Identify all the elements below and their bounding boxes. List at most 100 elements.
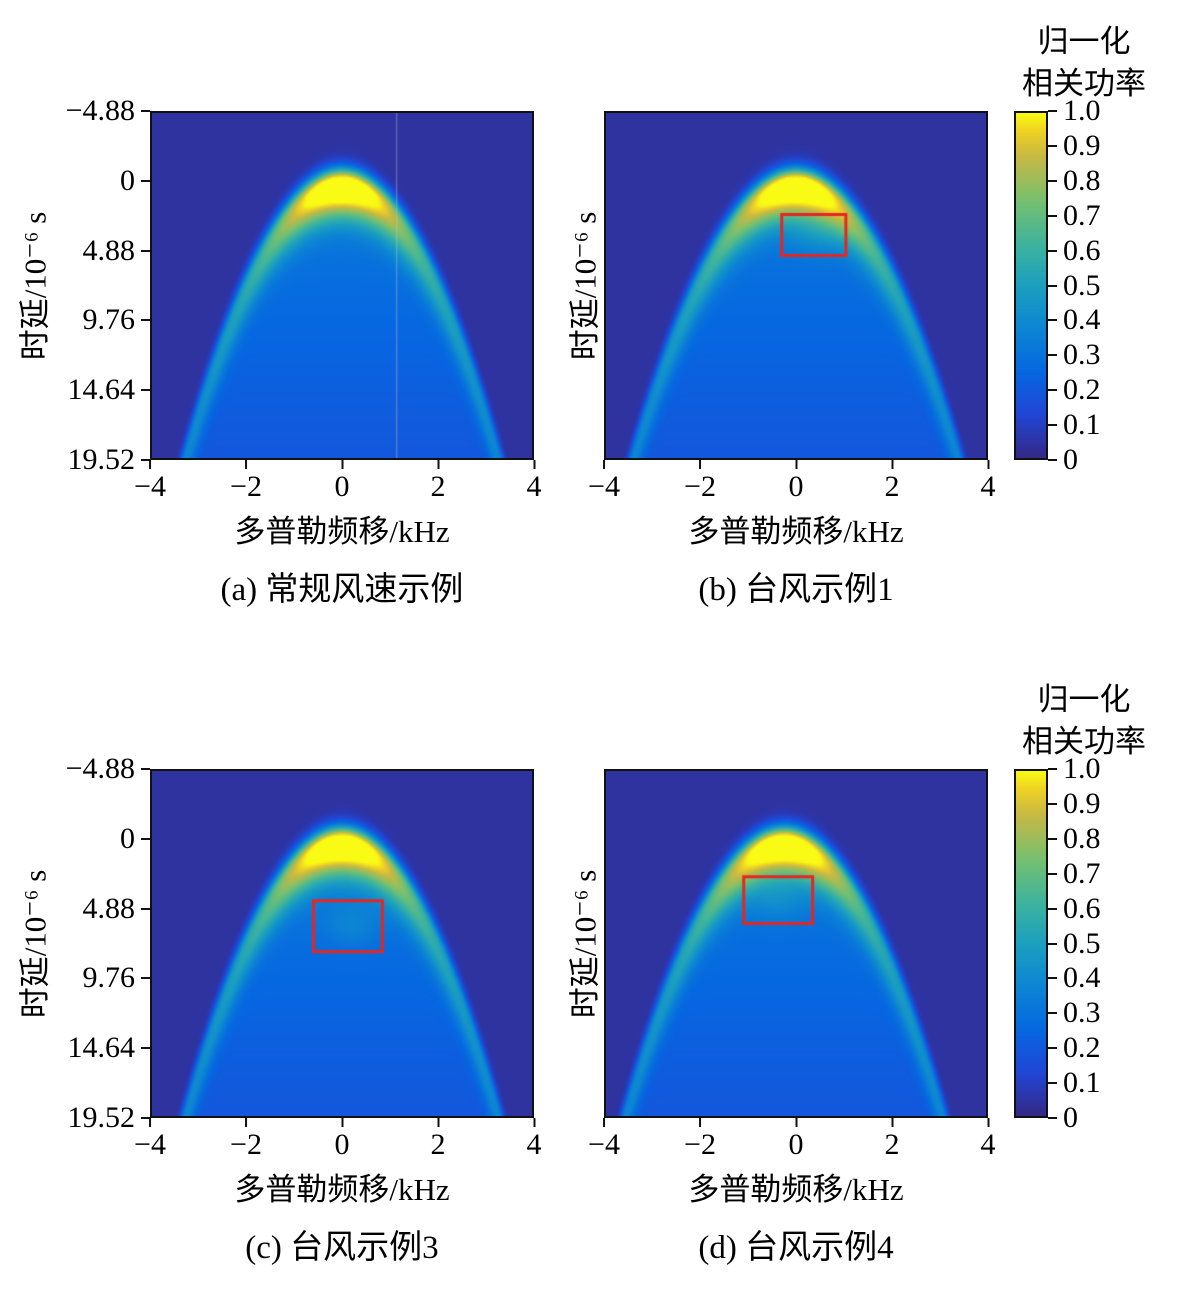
colorbar-group-1: 归一化 相关功率 1.0 0.9 0.8 0.7 0.6 0.5 0.4 0.3 0.2 0.1 0 (1014, 6, 1154, 475)
colorbar-ticks-2: 1.0 0.9 0.8 0.7 0.6 0.5 0.4 0.3 0.2 0.1 0 (1048, 754, 1134, 1133)
colorbar-title-line1: 归一化 (1037, 24, 1131, 60)
y-axis-ticks-a: −4.88 0 4.88 9.76 14.64 19.52 (54, 96, 150, 475)
colorbar-2 (1014, 769, 1048, 1118)
cy-tick-mark (1048, 179, 1057, 182)
x-tick-label: −4 (134, 1128, 166, 1161)
panel-a: 时延/10⁻⁶ s −4.88 0 4.88 9.76 14.64 19.52 −4 −2 0… (10, 6, 542, 610)
y-tick-label: −4.88 (65, 752, 135, 785)
x-tick-0: 0 (789, 460, 804, 503)
colorbar-title-line1: 归一化 (1037, 682, 1131, 718)
heatmap-canvas-b (606, 113, 986, 458)
cy-tick-0.3: 0.3 (1048, 340, 1101, 370)
x-tick-label: 0 (788, 1128, 804, 1161)
y-tick-mark (141, 459, 150, 461)
x-tick-label: −2 (230, 470, 262, 503)
x-tick-−2: −2 (684, 460, 716, 503)
cy-tick-0.4: 0.4 (1048, 305, 1101, 335)
y-tick-label: 4.88 (82, 233, 136, 267)
x-tick-label: −2 (230, 1128, 262, 1161)
x-tick-2: 2 (431, 460, 446, 503)
y-axis-label-col-b: 时延/10⁻⁶ s (560, 111, 604, 460)
panel-c: 时延/10⁻⁶ s −4.88 0 4.88 9.76 14.64 19.52 −4 −2 0… (10, 664, 542, 1268)
colorbar-title-line2: 相关功率 (1022, 66, 1146, 102)
y-axis-label: 时延/10⁻⁶ s (567, 211, 603, 360)
cy-tick-mark (1048, 249, 1057, 252)
x-axis-label-a: 多普勒频移/kHz (234, 514, 450, 549)
y-tick-14.64: 14.64 (68, 1033, 150, 1063)
cy-tick-0.3: 0.3 (1048, 998, 1101, 1028)
x-tick-label: −2 (684, 1128, 716, 1161)
x-tick-mark (698, 460, 701, 469)
x-tick-label: 4 (526, 1128, 542, 1161)
cy-tick-label: 0.3 (1063, 996, 1101, 1030)
cy-tick-label: 0.9 (1063, 128, 1101, 162)
x-tick-mark (602, 1118, 605, 1127)
cy-tick-0: 0 (1048, 445, 1078, 475)
cy-tick-label: 0.1 (1063, 1066, 1101, 1100)
y-tick-mark (141, 319, 150, 322)
cy-tick-label: 0.7 (1063, 198, 1101, 232)
y-tick-0: 0 (120, 823, 150, 854)
x-tick-0: 0 (335, 460, 350, 503)
x-tick-mark (795, 460, 797, 469)
cy-tick-mark (1048, 768, 1057, 770)
cy-tick-0.6: 0.6 (1048, 891, 1101, 925)
x-axis-label-d: 多普勒频移/kHz (688, 1172, 904, 1207)
y-tick-label: 19.52 (67, 443, 136, 476)
cy-tick-label: 0.4 (1063, 961, 1101, 995)
colorbar-group-2: 归一化 相关功率 1.0 0.9 0.8 0.7 0.6 0.5 0.4 0.3 0.2 0.1 0 (1014, 664, 1154, 1133)
cy-tick-mark (1048, 389, 1057, 392)
cy-tick-mark (1048, 907, 1057, 910)
cy-tick-mark (1048, 354, 1057, 357)
cy-tick-label: 0.8 (1063, 163, 1101, 197)
figure-row-1: 时延/10⁻⁶ s −4.88 0 4.88 9.76 14.64 19.52 −4 −2 0… (10, 6, 1181, 610)
y-tick-14.64: 14.64 (68, 375, 150, 405)
cy-tick-0.5: 0.5 (1048, 928, 1101, 959)
cy-tick-mark (1048, 144, 1057, 147)
y-tick-4.88: 4.88 (83, 893, 150, 924)
x-tick-mark (533, 460, 535, 469)
cy-tick-mark (1048, 110, 1057, 112)
y-axis-label-col-d: 时延/10⁻⁶ s (560, 769, 604, 1118)
x-tick-4: 4 (527, 460, 542, 503)
cy-tick-0.7: 0.7 (1048, 198, 1101, 232)
x-tick-label: 2 (884, 470, 900, 503)
cy-tick-label: 0.1 (1063, 408, 1101, 442)
x-tick-label: 0 (334, 470, 350, 503)
cy-tick-mark (1048, 1117, 1057, 1119)
cy-tick-0.9: 0.9 (1048, 788, 1101, 819)
cy-tick-label: 0.6 (1063, 891, 1101, 925)
cy-tick-0.1: 0.1 (1048, 1068, 1101, 1098)
heatmap-plot-c (150, 769, 534, 1118)
cy-tick-0.8: 0.8 (1048, 821, 1101, 855)
y-tick-label: 0 (120, 163, 135, 197)
x-tick-mark (148, 1118, 151, 1127)
x-tick-4: 4 (527, 1118, 542, 1161)
cy-tick-label: 0.8 (1063, 821, 1101, 855)
x-tick-−4: −4 (134, 1118, 166, 1161)
x-tick-label: −4 (588, 470, 620, 503)
x-tick-mark (341, 460, 343, 469)
cy-tick-mark (1048, 459, 1057, 461)
cy-tick-0.4: 0.4 (1048, 963, 1101, 993)
x-tick-mark (244, 460, 247, 469)
y-tick-mark (141, 179, 150, 182)
caption-c: (c) 台风示例3 (245, 1230, 439, 1266)
x-tick-mark (533, 1118, 535, 1127)
colorbar-1 (1014, 111, 1048, 460)
heatmap-canvas-a (152, 113, 532, 458)
x-tick-−2: −2 (230, 460, 262, 503)
x-tick-2: 2 (885, 460, 900, 503)
caption-a: (a) 常规风速示例 (220, 572, 464, 608)
x-tick-label: −4 (588, 1128, 620, 1161)
cy-tick-mark (1048, 837, 1057, 840)
figure: 时延/10⁻⁶ s −4.88 0 4.88 9.76 14.64 19.52 −4 −2 0… (10, 6, 1181, 1268)
cy-tick-label: 0.3 (1063, 338, 1101, 372)
x-tick-label: 4 (980, 1128, 996, 1161)
heatmap-canvas-c (152, 771, 532, 1116)
y-tick-mark (141, 389, 150, 392)
x-tick-mark (795, 1118, 797, 1127)
cy-tick-0.6: 0.6 (1048, 235, 1101, 266)
cy-tick-label: 0.4 (1063, 303, 1101, 337)
cy-tick-mark (1048, 1047, 1057, 1050)
